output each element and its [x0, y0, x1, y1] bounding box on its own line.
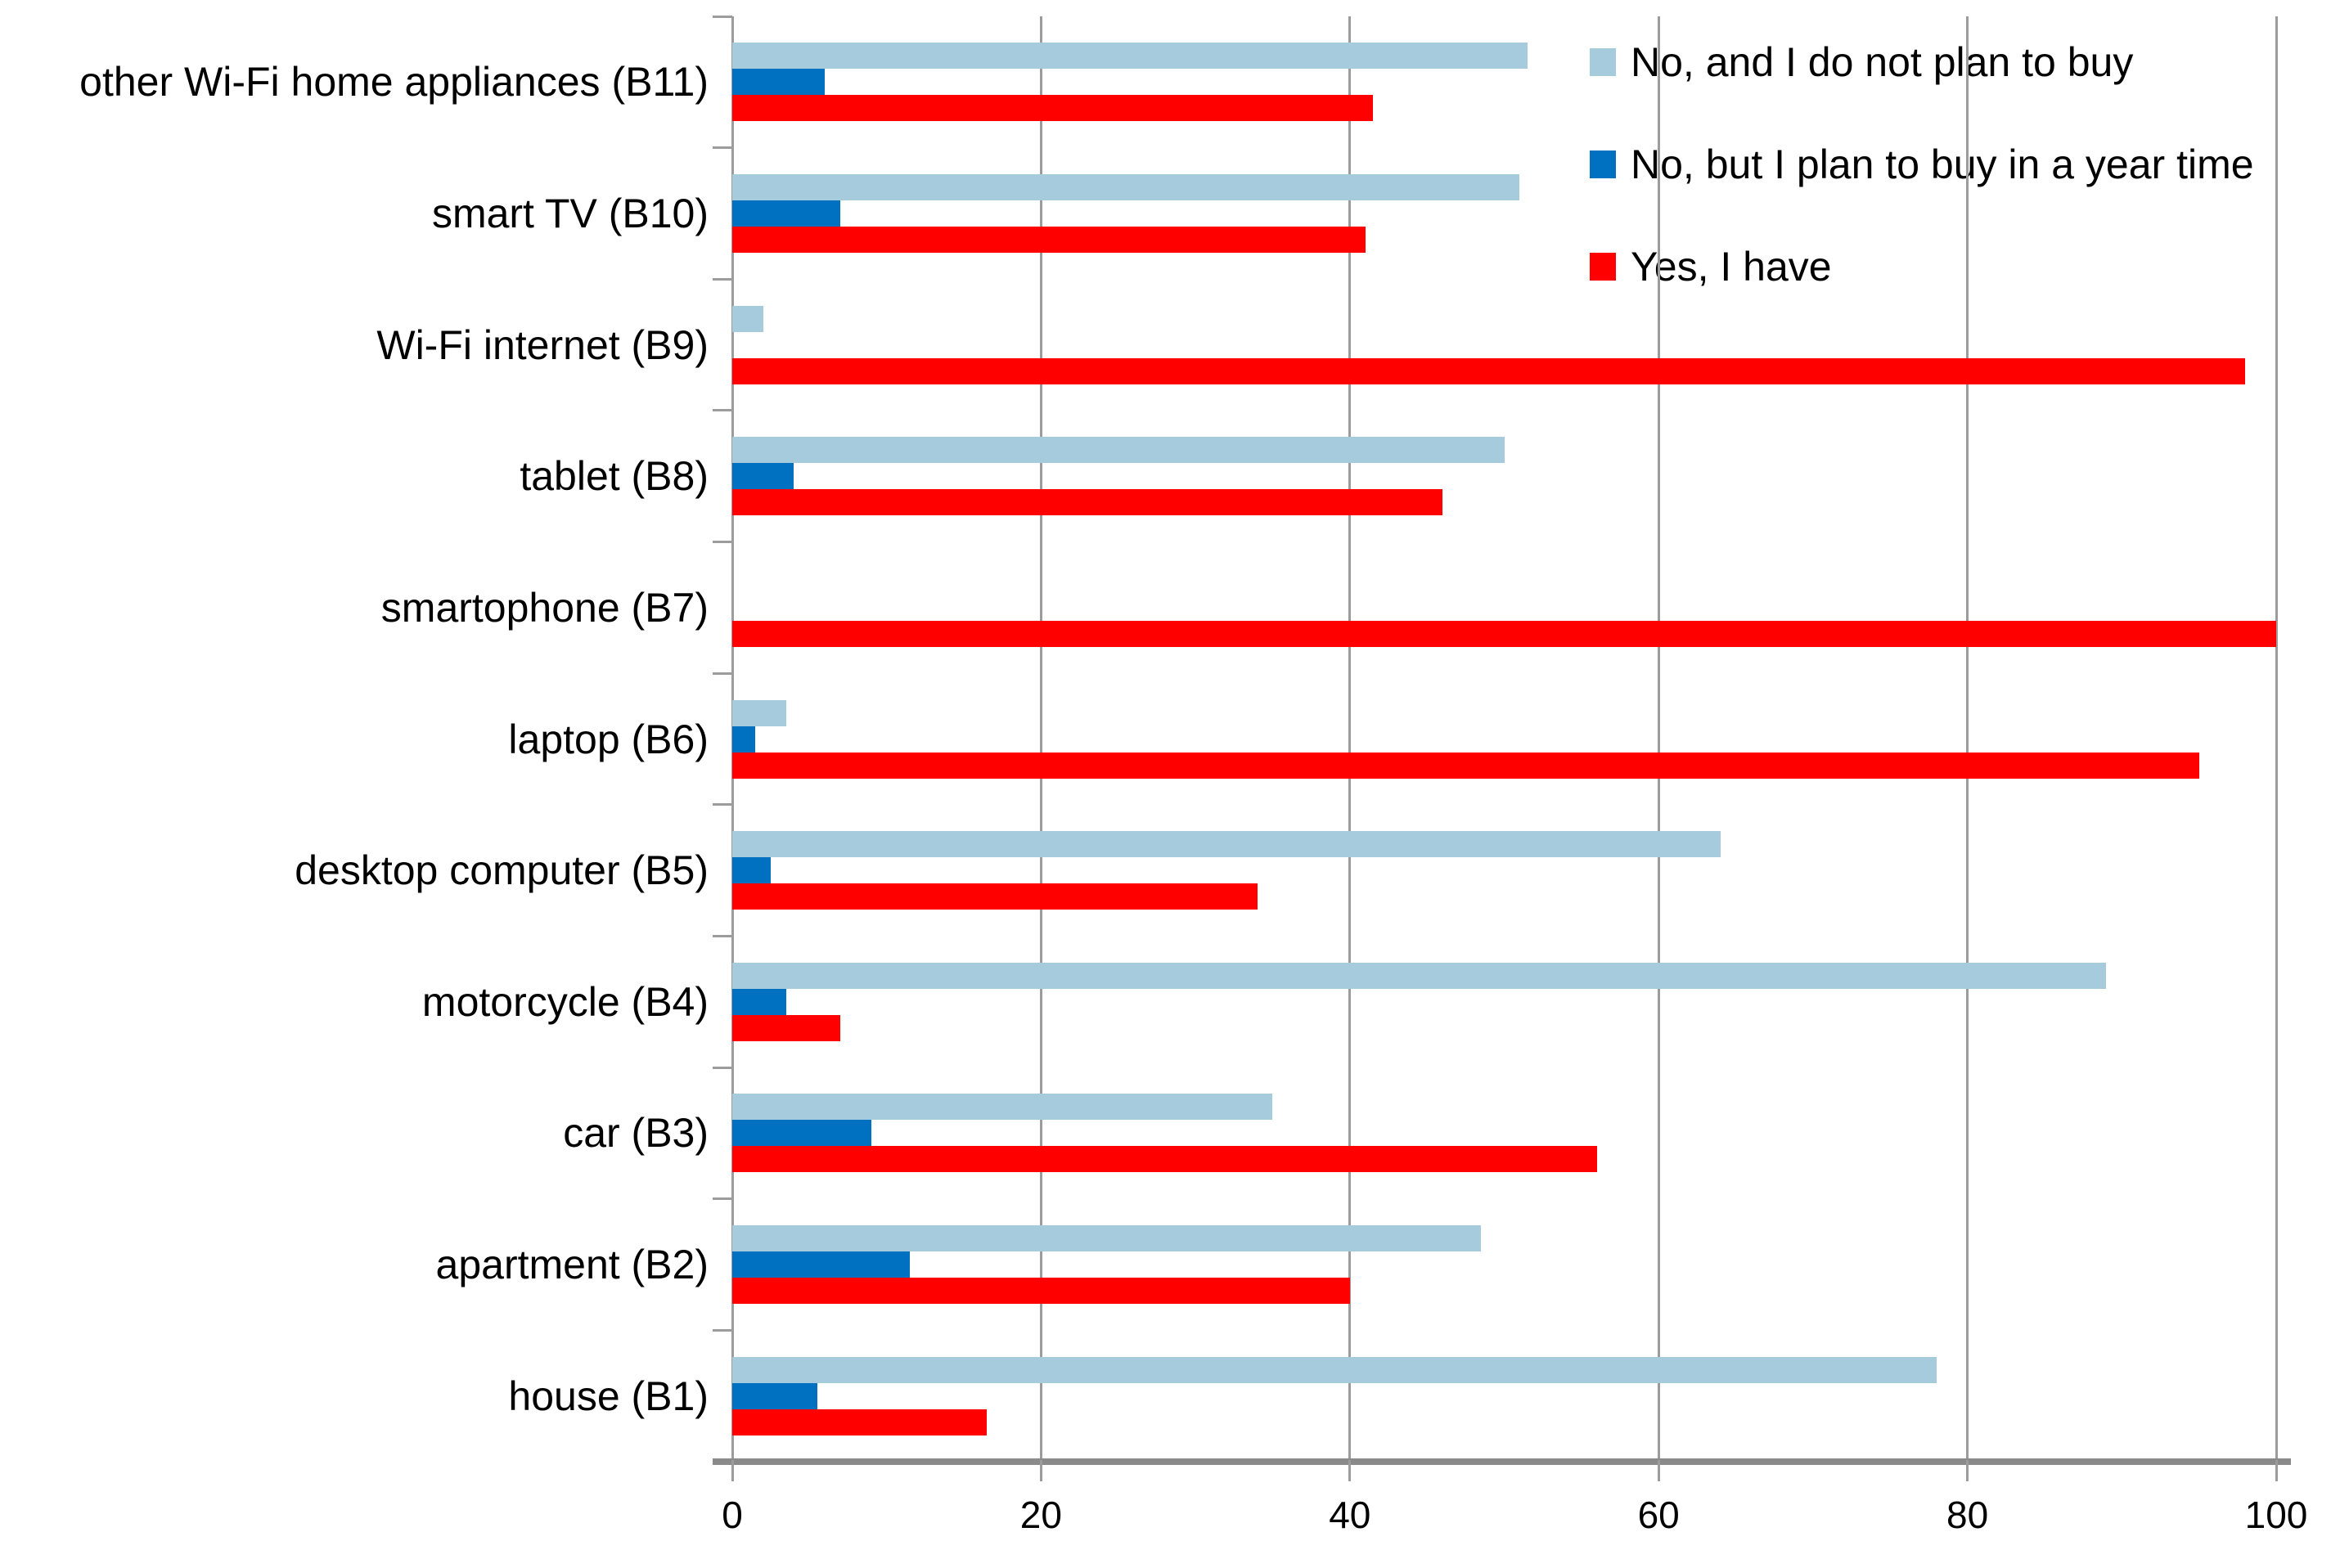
gridline-100: [2275, 16, 2278, 1458]
value-axis-tick-60: [1657, 1460, 1660, 1481]
value-axis-tick-20: [1039, 1460, 1042, 1481]
gridline-80: [1966, 16, 1969, 1458]
bar-dark-blue: [732, 463, 794, 490]
category-label: house (B1): [508, 1373, 709, 1419]
legend-swatch-light-blue: [1590, 48, 1616, 76]
bar-light-blue: [732, 305, 763, 332]
category-axis-tick: [713, 1328, 732, 1332]
category-label: desktop computer (B5): [295, 847, 709, 894]
category-axis-tick: [713, 146, 732, 150]
category-axis-tick: [713, 1066, 732, 1069]
category-axis-tick: [713, 803, 732, 806]
x-axis-line: [713, 1458, 2291, 1465]
bar-red: [732, 1278, 1350, 1305]
legend-item: No, and I do not plan to buy: [1590, 39, 2133, 85]
legend-item: No, but I plan to buy in a year time: [1590, 142, 2254, 187]
bar-dark-blue: [732, 1120, 871, 1147]
bar-dark-blue: [732, 1251, 910, 1278]
bar-red: [732, 226, 1366, 253]
gridline-40: [1348, 16, 1352, 1458]
value-axis-tick-40: [1348, 1460, 1352, 1481]
bar-red: [732, 883, 1258, 910]
bar-light-blue: [732, 437, 1505, 464]
legend-label: Yes, I have: [1631, 244, 1832, 290]
bar-dark-blue: [732, 69, 826, 96]
bar-light-blue: [732, 1356, 1937, 1383]
category-label: apartment (B2): [435, 1242, 709, 1288]
legend-swatch-dark-blue: [1590, 151, 1616, 178]
legend-label: No, and I do not plan to buy: [1631, 39, 2134, 85]
value-tick-label: 20: [1019, 1494, 1062, 1536]
bar-light-blue: [732, 173, 1520, 200]
value-tick-label: 100: [2244, 1494, 2308, 1536]
bar-light-blue: [732, 962, 2107, 989]
value-axis-tick-100: [2275, 1460, 2278, 1481]
legend-item: Yes, I have: [1590, 244, 1832, 290]
category-axis-tick: [713, 277, 732, 281]
category-label: motorcycle (B4): [421, 978, 709, 1025]
bar-light-blue: [732, 43, 1528, 70]
gridline-20: [1039, 16, 1042, 1458]
bar-light-blue: [732, 1094, 1273, 1121]
category-label: other Wi-Fi home appliances (B11): [79, 59, 709, 106]
category-label: smartophone (B7): [380, 584, 709, 631]
category-axis-tick: [713, 672, 732, 675]
category-label: tablet (B8): [520, 453, 709, 500]
bar-red: [732, 95, 1374, 122]
category-label: car (B3): [563, 1110, 709, 1157]
bar-red: [732, 1146, 1597, 1173]
bar-red: [732, 357, 2246, 384]
category-label: laptop (B6): [508, 716, 709, 762]
category-axis-tick: [713, 541, 732, 544]
bar-dark-blue: [732, 988, 787, 1015]
legend-swatch-red: [1590, 253, 1616, 281]
bar-dark-blue: [732, 1382, 817, 1409]
bar-red: [732, 752, 2199, 779]
value-tick-label: 60: [1637, 1494, 1680, 1536]
bar-red: [732, 620, 2276, 647]
category-axis-tick: [713, 409, 732, 412]
value-tick-label: 0: [722, 1494, 743, 1536]
value-tick-label: 40: [1329, 1494, 1371, 1536]
bar-light-blue: [732, 1225, 1482, 1252]
bar-dark-blue: [732, 200, 841, 227]
value-axis-tick-80: [1966, 1460, 1969, 1481]
bar-light-blue: [732, 699, 787, 726]
category-label: Wi-Fi internet (B9): [376, 321, 709, 368]
category-axis-tick: [713, 934, 732, 937]
category-label: smart TV (B10): [431, 190, 709, 236]
bar-red: [732, 1409, 988, 1435]
category-axis-tick: [713, 15, 732, 18]
bar-red: [732, 1014, 841, 1041]
category-axis-tick: [713, 1197, 732, 1201]
bar-dark-blue: [732, 726, 756, 753]
legend-label: No, but I plan to buy in a year time: [1631, 142, 2254, 187]
bar-light-blue: [732, 831, 1721, 858]
gridline-60: [1657, 16, 1660, 1458]
value-tick-label: 80: [1946, 1494, 1989, 1536]
bar-dark-blue: [732, 857, 772, 884]
bar-red: [732, 489, 1443, 516]
value-axis-tick-0: [731, 1460, 734, 1481]
